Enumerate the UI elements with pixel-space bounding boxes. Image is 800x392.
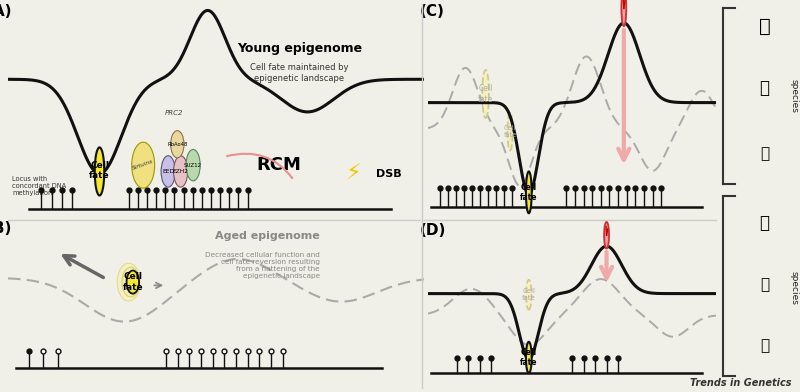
Text: Aged epigenome: Aged epigenome xyxy=(215,231,320,241)
Text: Young epigenome: Young epigenome xyxy=(237,42,362,54)
Ellipse shape xyxy=(132,142,154,188)
Text: (A): (A) xyxy=(0,4,13,19)
Circle shape xyxy=(622,0,626,26)
Text: Cell
fate: Cell fate xyxy=(522,288,536,301)
Text: Trends in Genetics: Trends in Genetics xyxy=(690,378,792,388)
Text: Cell
fate: Cell fate xyxy=(503,125,517,138)
Text: ⚡: ⚡ xyxy=(346,163,361,183)
Circle shape xyxy=(526,171,532,213)
Ellipse shape xyxy=(126,270,139,294)
Circle shape xyxy=(526,280,531,310)
Text: 🦎: 🦎 xyxy=(760,277,769,292)
Text: Sirtuins: Sirtuins xyxy=(132,159,154,171)
Text: Cell
fate: Cell fate xyxy=(520,183,538,202)
Circle shape xyxy=(526,342,532,373)
Text: (D): (D) xyxy=(419,223,446,238)
Text: 🧍: 🧍 xyxy=(759,79,770,97)
Text: Cell
fate: Cell fate xyxy=(90,161,110,180)
Text: 🐢: 🐢 xyxy=(760,146,769,161)
Circle shape xyxy=(482,70,489,118)
Text: RCM: RCM xyxy=(256,156,301,174)
Text: Longer–lived
species: Longer–lived species xyxy=(790,67,800,125)
Circle shape xyxy=(94,147,104,196)
Text: (B): (B) xyxy=(0,221,13,236)
Text: Cell fate maintained by
epigenetic landscape: Cell fate maintained by epigenetic lands… xyxy=(250,64,349,83)
Text: 🐟: 🐟 xyxy=(760,338,769,353)
Text: Cell
fate: Cell fate xyxy=(478,84,494,104)
Ellipse shape xyxy=(122,267,139,297)
Text: (C): (C) xyxy=(419,4,444,19)
FancyArrowPatch shape xyxy=(227,154,292,178)
Text: DSB: DSB xyxy=(376,169,402,178)
Text: Locus with
concordant DNA
methylation: Locus with concordant DNA methylation xyxy=(12,176,66,196)
Circle shape xyxy=(507,113,513,151)
Text: Decreased cellular function and
cell fate reversion resulting
from a flattening : Decreased cellular function and cell fat… xyxy=(205,252,320,279)
Ellipse shape xyxy=(117,263,140,301)
Text: EZH2: EZH2 xyxy=(173,169,189,174)
Text: 🐘: 🐘 xyxy=(758,17,770,36)
Circle shape xyxy=(604,222,609,249)
Text: Cell
fate: Cell fate xyxy=(520,348,538,367)
Text: Shorter–lived
species: Shorter–lived species xyxy=(790,258,800,318)
Ellipse shape xyxy=(161,156,175,187)
Text: SUZ12: SUZ12 xyxy=(184,163,202,168)
Text: RbAo48: RbAo48 xyxy=(167,142,187,147)
Ellipse shape xyxy=(170,131,184,158)
Ellipse shape xyxy=(186,149,200,181)
Text: PRC2: PRC2 xyxy=(165,110,184,116)
Ellipse shape xyxy=(174,156,188,187)
Text: EED: EED xyxy=(162,169,174,174)
Text: 🐀: 🐀 xyxy=(759,214,770,232)
Text: Cell
fate: Cell fate xyxy=(122,272,143,292)
